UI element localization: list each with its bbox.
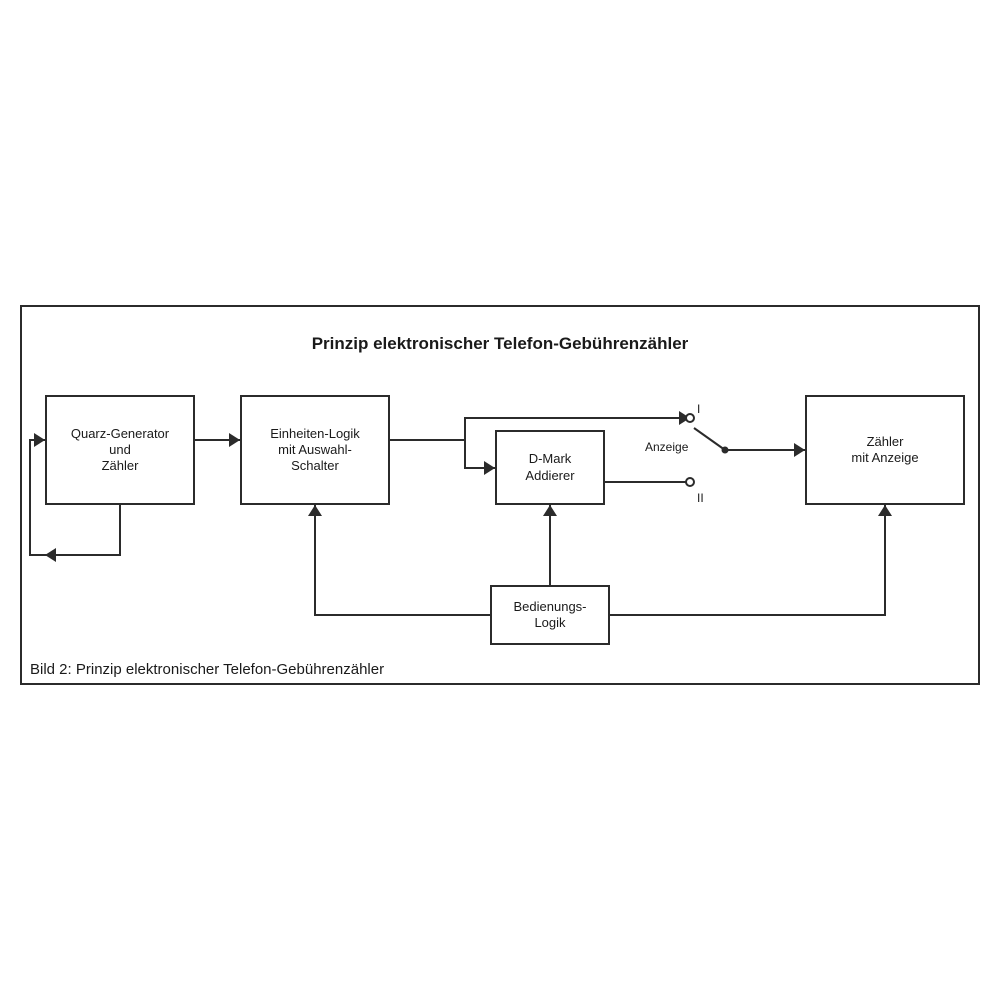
switch-label: Anzeige	[645, 440, 688, 454]
page: Prinzip elektronischer Telefon-Gebührenz…	[0, 0, 1000, 1000]
figure-caption: Bild 2: Prinzip elektronischer Telefon-G…	[30, 661, 384, 678]
switch-label-two: II	[697, 491, 704, 505]
edges-overlay	[0, 0, 1000, 1000]
switch-label-one: I	[697, 402, 700, 416]
